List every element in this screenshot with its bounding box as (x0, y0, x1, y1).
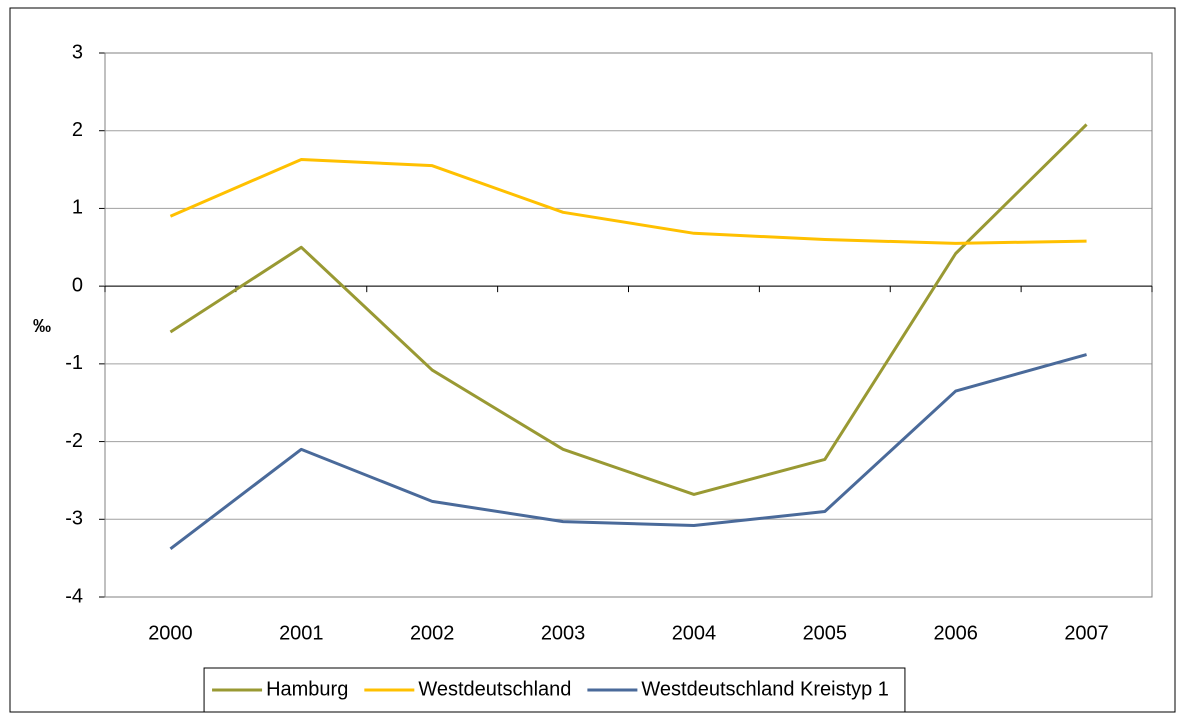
legend-label: Hamburg (266, 678, 348, 700)
x-tick-label: 2001 (279, 622, 324, 644)
y-tick-label: -3 (65, 508, 83, 530)
chart-frame (9, 7, 1176, 713)
legend-label: Westdeutschland Kreistyp 1 (641, 678, 889, 700)
y-tick-label: -1 (65, 352, 83, 374)
y-axis-label: ‰ (33, 316, 51, 336)
y-tick-label: -2 (65, 430, 83, 452)
y-tick-label: 2 (72, 119, 83, 141)
legend-label: Westdeutschland (418, 678, 571, 700)
x-tick-label: 2003 (541, 622, 586, 644)
x-tick-label: 2007 (1064, 622, 1109, 644)
legend: Hamburg Westdeutschland Westdeutschland Kr… (203, 667, 906, 713)
legend-box (203, 667, 906, 713)
x-tick-label: 2005 (803, 622, 848, 644)
series-line (169, 157, 1087, 245)
y-tick-label: 3 (72, 41, 83, 63)
series-line (169, 123, 1088, 496)
x-tick-label: 2002 (410, 622, 455, 644)
x-tick-label: 2004 (672, 622, 717, 644)
plot-frame (104, 52, 1153, 598)
x-tick-label: 2000 (148, 622, 193, 644)
y-tick-label: 1 (72, 197, 83, 219)
x-tick-label: 2006 (933, 622, 978, 644)
y-tick-label: 0 (72, 274, 83, 296)
series-line (169, 353, 1087, 551)
y-tick-label: -4 (65, 585, 83, 607)
